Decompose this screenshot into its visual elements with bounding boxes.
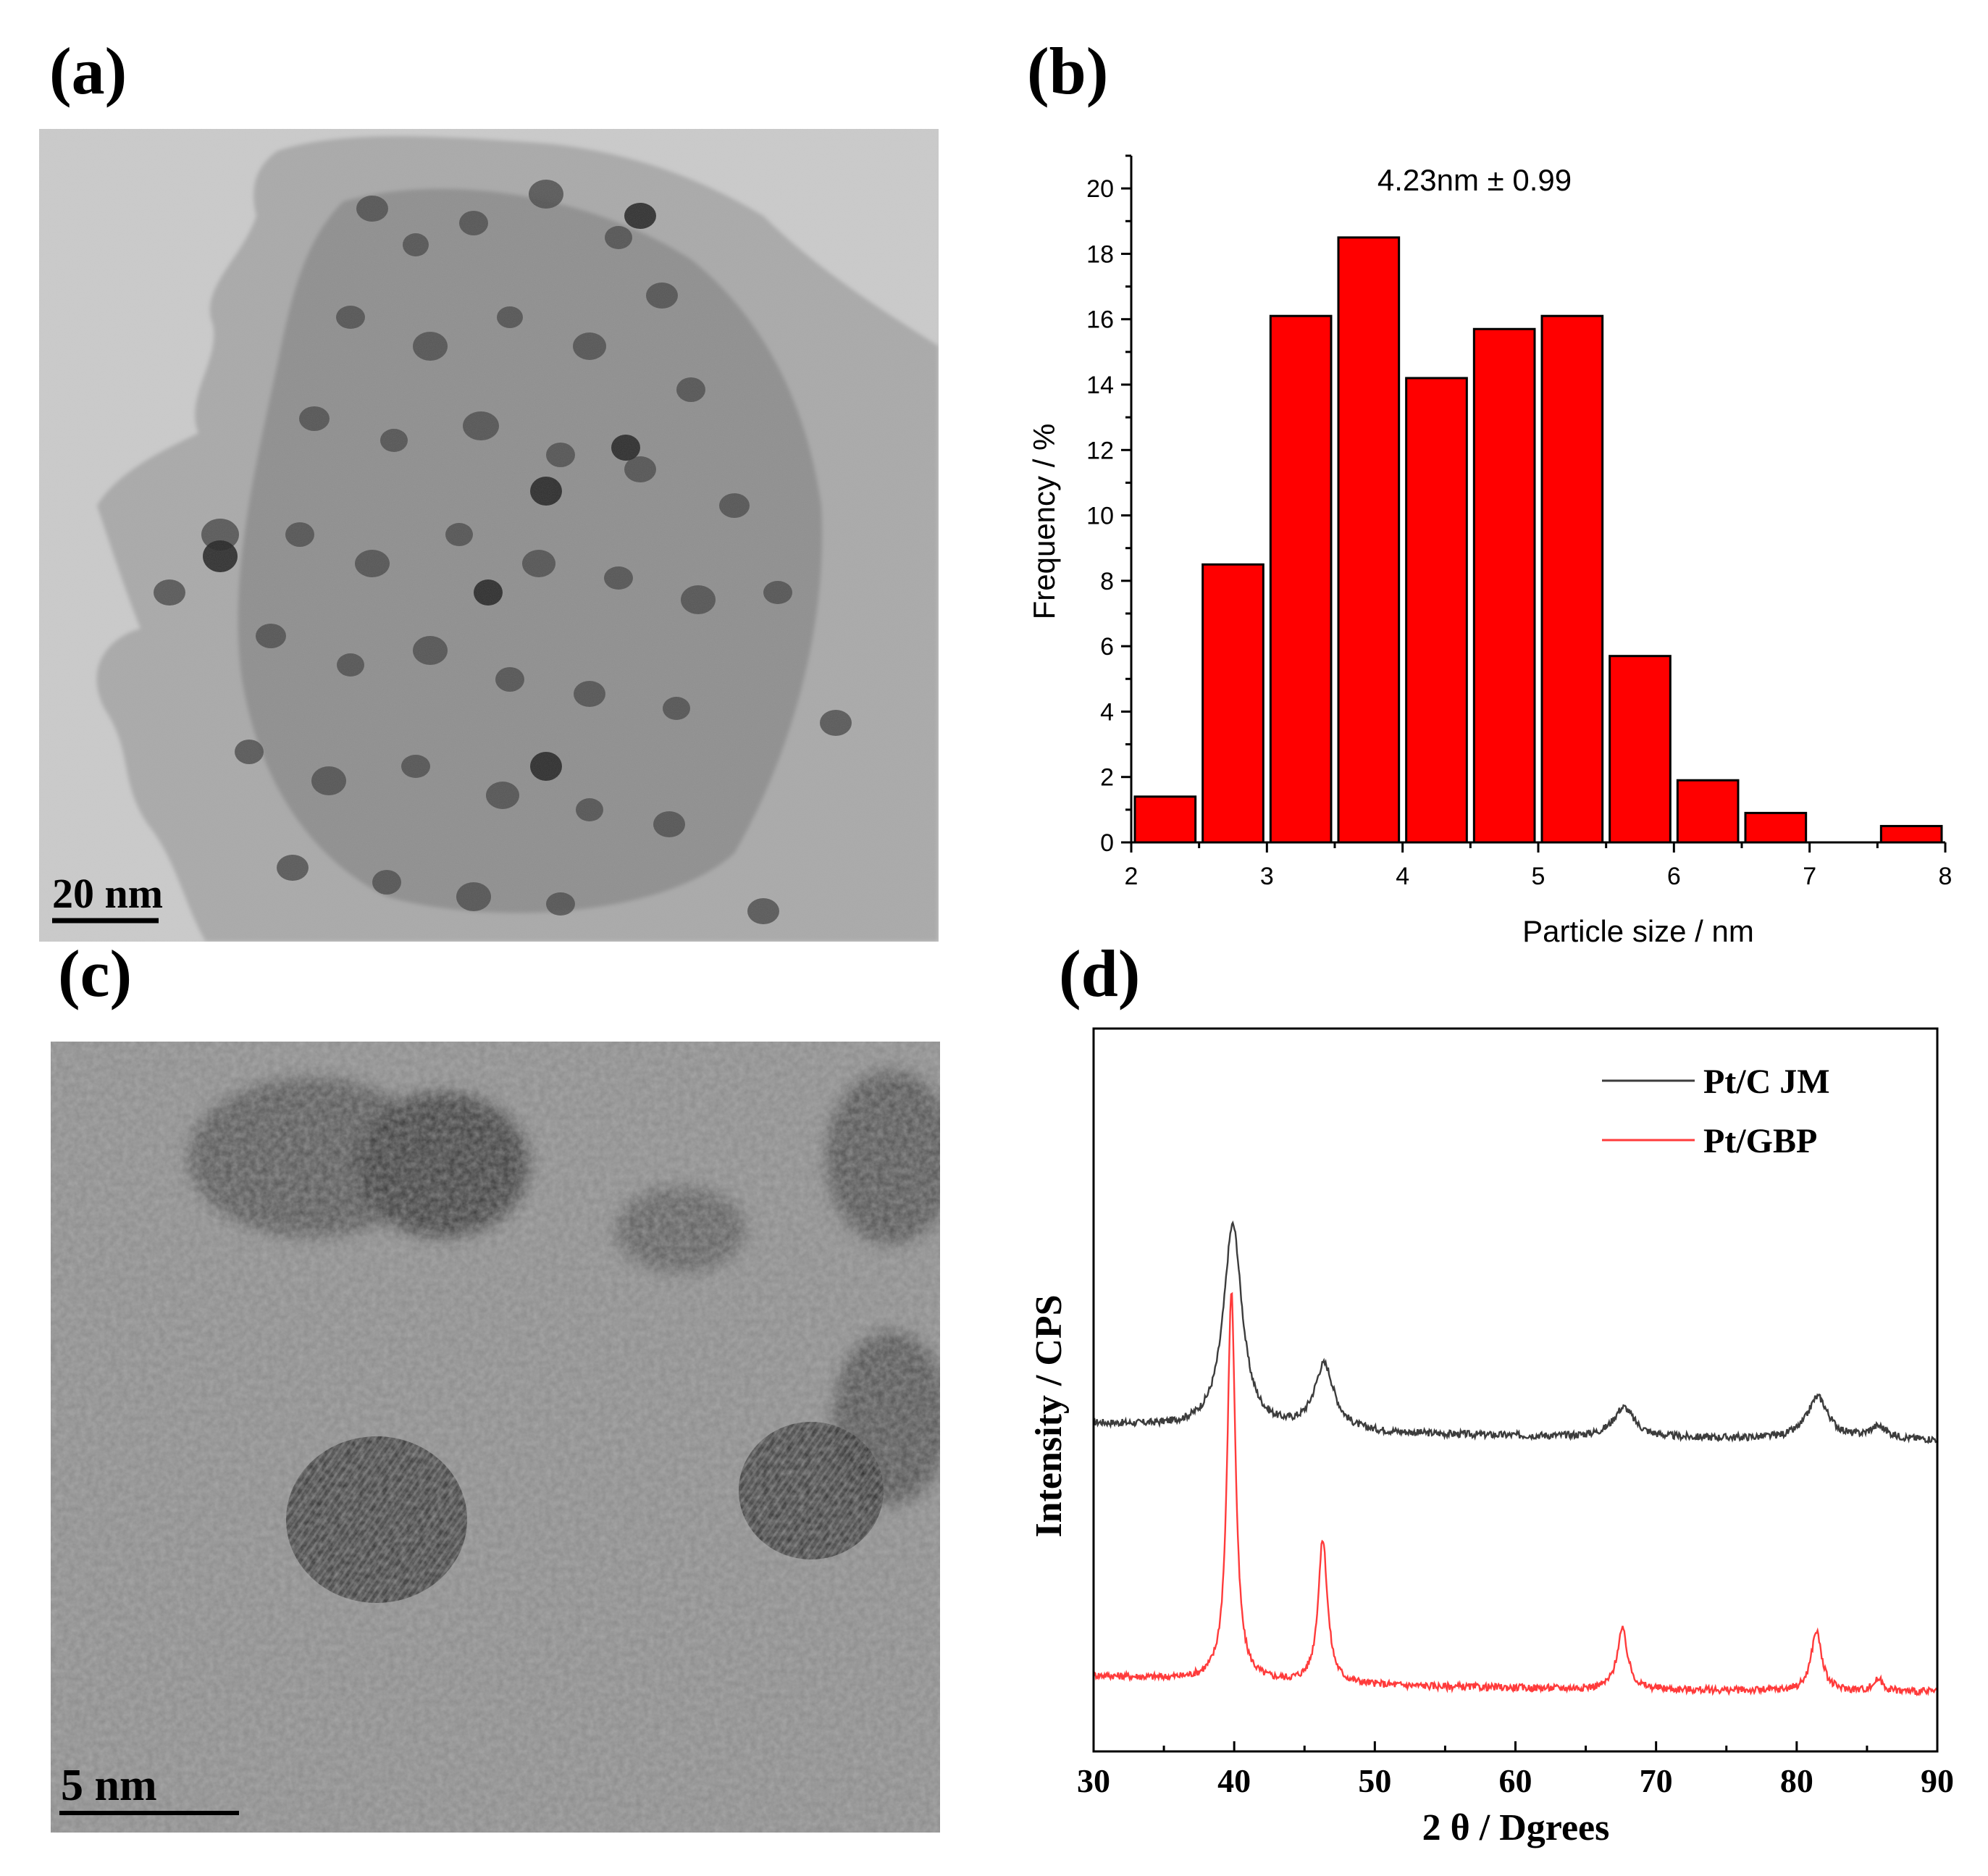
histogram-bar: [1744, 811, 1808, 844]
legend-label: Pt/C JM: [1703, 1063, 1830, 1101]
scale-bar-a-label: 20 nm: [52, 870, 164, 917]
y-tick-label-b: 10: [1086, 503, 1114, 530]
y-axis-label-b: Frequency / %: [1027, 424, 1061, 620]
x-axis-label-d: 2 θ / Dgrees: [1422, 1807, 1610, 1848]
mean-size-annotation: 4.23nm ± 0.99: [1377, 163, 1572, 197]
x-tick-label-d: 80: [1780, 1762, 1813, 1799]
x-tick-label-b: 7: [1803, 863, 1816, 890]
y-tick-label-b: 2: [1100, 764, 1114, 792]
y-tick-label-b: 6: [1100, 633, 1114, 661]
xrd-series-line: [1093, 1220, 1937, 1444]
x-tick-label-d: 70: [1640, 1762, 1673, 1799]
y-tick-label-b: 8: [1100, 568, 1114, 595]
panel-a-label: (a): [49, 34, 127, 108]
x-tick-label-d: 50: [1358, 1762, 1391, 1799]
xrd-svg: 30 40 50 60 70 80 90 Pt/C JM Pt/GBP 2 θ / Dgree…: [1028, 1027, 1954, 1848]
tem-image-a-graphic: [39, 129, 939, 942]
histogram-bar: [1472, 327, 1536, 844]
tem-image-a: 20 nm: [39, 129, 939, 942]
x-tick-label-d: 30: [1077, 1762, 1110, 1799]
y-axis-label-d: Intensity / CPS: [1028, 1294, 1070, 1537]
y-tick-label-b: 12: [1086, 437, 1114, 464]
legend-label: Pt/GBP: [1703, 1122, 1817, 1160]
histogram-bar: [1540, 314, 1604, 844]
y-tick-label-b: 20: [1086, 175, 1114, 203]
histogram-bar: [1609, 655, 1672, 844]
x-tick-label-b: 4: [1396, 863, 1409, 890]
x-tick-label-b: 5: [1532, 863, 1545, 890]
panel-b-label: (b): [1027, 34, 1109, 108]
x-tick-label-b: 3: [1260, 863, 1274, 890]
y-tick-label-b: 4: [1100, 698, 1114, 726]
x-tick-label-b: 6: [1667, 863, 1681, 890]
histogram-bar: [1201, 563, 1264, 844]
histogram-bar: [1133, 795, 1197, 844]
y-tick-label-b: 14: [1086, 372, 1114, 399]
x-tick-label-d: 60: [1499, 1762, 1532, 1799]
x-tick-label-b: 2: [1125, 863, 1138, 890]
panel-d-label: (d): [1059, 937, 1141, 1010]
scale-bar-c-label: 5 nm: [61, 1761, 157, 1810]
histogram-bar: [1676, 779, 1740, 844]
y-tick-label-b: 16: [1086, 306, 1114, 334]
hrtem-image-c-graphic: [51, 1042, 940, 1833]
histogram-bar: [1269, 314, 1333, 844]
x-tick-label-b: 8: [1939, 863, 1953, 890]
xrd-series-line: [1092, 1291, 1937, 1696]
chart-d: 30 40 50 60 70 80 90 Pt/C JM Pt/GBP 2 θ / Dgree…: [1014, 1014, 1977, 1869]
x-axis-label-b: Particle size / nm: [1522, 914, 1754, 948]
x-tick-label-d: 90: [1921, 1762, 1954, 1799]
hrtem-image-c: 5 nm: [51, 1042, 940, 1833]
y-tick-label-b: 18: [1086, 240, 1114, 268]
y-tick-label-b: 0: [1100, 829, 1114, 857]
histogram-bar: [1405, 377, 1468, 844]
x-tick-label-d: 40: [1217, 1762, 1251, 1799]
chart-b: 2 3 4 5 6 7 8 0 2 4 6 8 10 12 14 16 18 20 4.23nm ± 0.99 P…: [1007, 116, 1988, 971]
panel-c-label: (c): [58, 937, 133, 1010]
histogram-bar: [1337, 236, 1401, 844]
histogram-bar: [1879, 824, 1943, 844]
